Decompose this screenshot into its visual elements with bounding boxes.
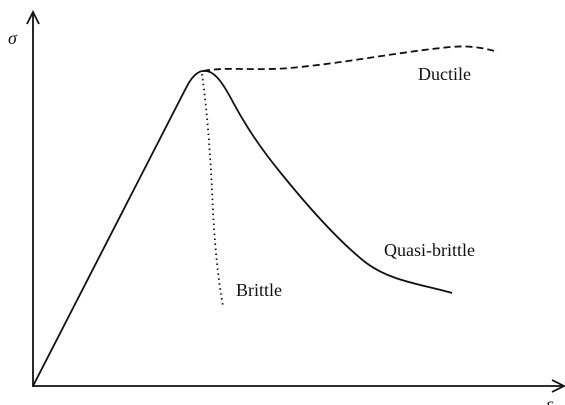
y-axis-arrow xyxy=(26,9,40,25)
y-axis-label: σ xyxy=(8,28,18,48)
x-axis-arrow xyxy=(551,379,565,393)
quasi-brittle-curve xyxy=(32,69,453,387)
ductile-curve xyxy=(202,45,499,72)
brittle-curve xyxy=(201,73,224,307)
x-axis-label: ε xyxy=(546,394,554,405)
curve-label: Ductile xyxy=(418,64,471,84)
curve-label: Brittle xyxy=(236,280,282,300)
curve-label: Quasi-brittle xyxy=(384,240,475,260)
